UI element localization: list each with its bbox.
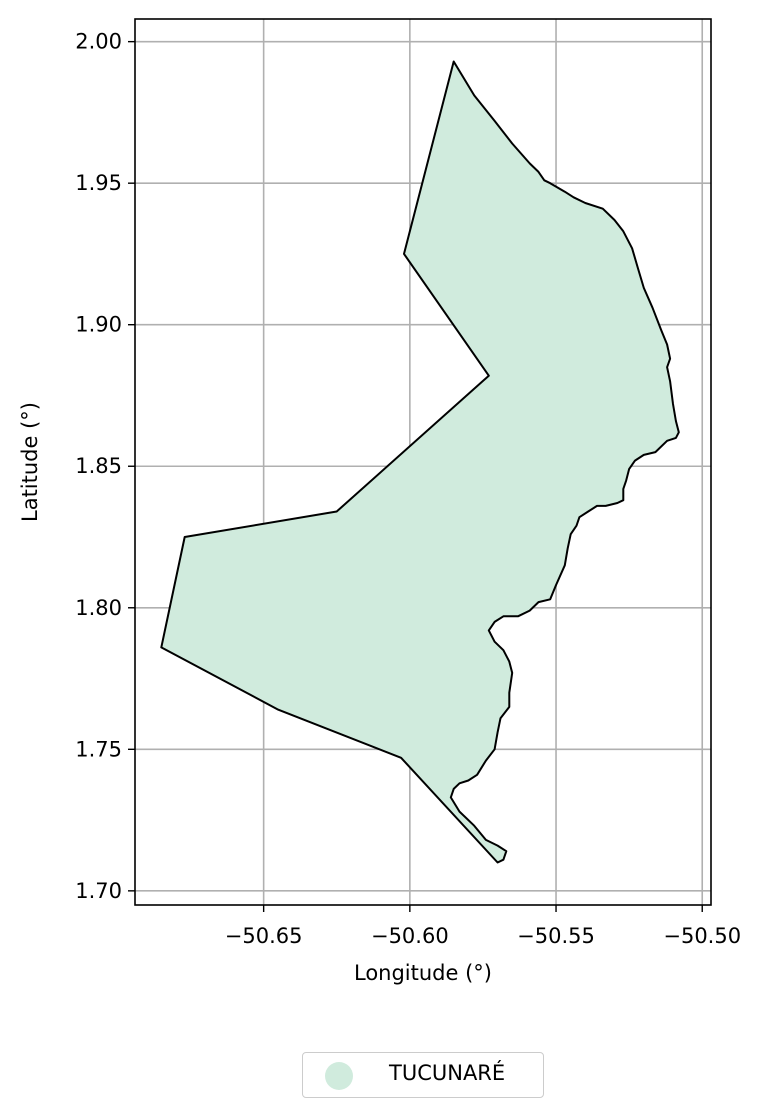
x-tick-label: −50.65 — [225, 924, 303, 948]
y-tick-label: 1.95 — [75, 171, 122, 195]
y-tick-label: 1.90 — [75, 313, 122, 337]
x-tick-label: −50.60 — [371, 924, 449, 948]
legend: TUCUNARÉ — [302, 1052, 544, 1098]
y-tick-label: 1.75 — [75, 737, 122, 761]
y-tick-label: 1.70 — [75, 879, 122, 903]
y-tick-label: 1.85 — [75, 454, 122, 478]
y-axis-label: Latitude (°) — [18, 402, 42, 522]
legend-marker-circle — [325, 1062, 353, 1090]
x-axis-label: Longitude (°) — [354, 961, 492, 985]
x-tick-label: −50.55 — [517, 924, 595, 948]
x-tick-label: −50.50 — [663, 924, 741, 948]
legend-label: TUCUNARÉ — [389, 1061, 505, 1085]
region-polygon-tucunare — [161, 62, 679, 863]
y-tick-label: 1.80 — [75, 596, 122, 620]
y-tick-label: 2.00 — [75, 30, 122, 54]
